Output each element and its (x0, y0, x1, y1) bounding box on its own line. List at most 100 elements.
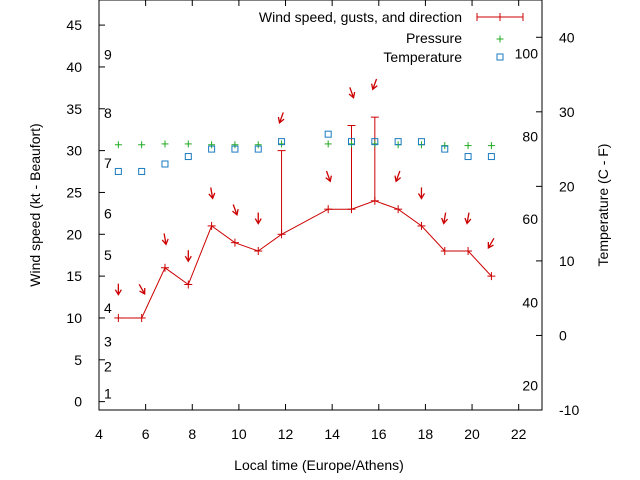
beaufort-label: 5 (104, 247, 112, 263)
fahrenheit-label: 60 (522, 211, 538, 227)
wind-direction-arrow (487, 237, 495, 249)
y-left-tick-label: 35 (66, 101, 82, 117)
temperature-point (184, 153, 192, 161)
fahrenheit-label: 20 (522, 377, 538, 393)
beaufort-label: 7 (104, 155, 112, 171)
wind-direction-arrow (161, 233, 169, 246)
y-right-tick-label: 10 (559, 253, 575, 269)
plot-frame (98, 0, 543, 411)
wind-direction-arrow-head (208, 192, 216, 200)
beaufort-label: 6 (104, 205, 112, 221)
x-tick-label: 12 (278, 426, 294, 442)
wind-direction-arrow-head (441, 217, 449, 225)
beaufort-label: 1 (104, 385, 112, 401)
x-tick-label: 18 (418, 426, 434, 442)
beaufort-label: 9 (104, 46, 112, 62)
wind-direction-arrow-shaft (279, 112, 284, 123)
x-tick-label: 22 (511, 426, 527, 442)
wind-direction-arrow-head (348, 91, 356, 99)
temperature-point (254, 145, 262, 153)
wind-direction-arrow-shaft (232, 204, 238, 215)
wind-direction-arrow-shaft (349, 87, 354, 97)
temperature-point (371, 138, 379, 146)
temperature-point (231, 145, 239, 153)
legend: Wind speed, gusts, and direction Pressur… (259, 9, 524, 65)
wind-direction-arrow (114, 283, 122, 296)
legend-pressure-label: Pressure (406, 30, 462, 46)
x-axis-label: Local time (Europe/Athens) (234, 457, 404, 473)
y-right-tick-label: 20 (559, 178, 575, 194)
y-left-tick-label: 5 (74, 352, 82, 368)
wind-direction-arrow (464, 212, 472, 225)
y-left-tick-label: 25 (66, 184, 82, 200)
wind-direction-arrow-shaft (138, 284, 145, 294)
fahrenheit-label: 80 (522, 128, 538, 144)
wind-direction-arrow-head (161, 238, 169, 246)
beaufort-label: 2 (104, 358, 112, 374)
y-left-tick-label: 40 (66, 59, 82, 75)
y-right-tick-label: 30 (559, 104, 575, 120)
wind-direction-arrow (348, 87, 356, 99)
temperature-point (417, 138, 425, 146)
wind-direction-arrow (394, 170, 402, 183)
temperature-point (464, 153, 472, 161)
wind-direction-arrow (232, 204, 239, 217)
y-right-tick-label: -10 (559, 402, 579, 418)
wind-direction-arrow (325, 170, 332, 183)
legend-temperature-swatch (496, 53, 504, 61)
wind-direction-arrow-head (371, 83, 378, 91)
wind-direction-arrow-head (464, 217, 472, 225)
wind-direction-arrow (208, 187, 216, 200)
wind-direction-arrow (277, 112, 285, 124)
beaufort-label: 4 (104, 300, 112, 316)
x-tick-label: 10 (231, 426, 247, 442)
wind-direction-arrow-head (254, 218, 262, 225)
temperature-point (394, 138, 402, 146)
wind-direction-arrow (138, 284, 146, 295)
temperature-point (208, 145, 216, 153)
wind-direction-arrow-head (139, 288, 146, 295)
y-left-tick-label: 45 (66, 17, 82, 33)
wind-direction-arrow (184, 250, 192, 263)
temperature-point (138, 167, 146, 175)
wind-direction-arrow-head (184, 255, 192, 263)
temperature-point (348, 138, 356, 146)
wind-direction-arrow (441, 212, 449, 225)
beaufort-label: 3 (104, 333, 112, 349)
wind-direction-arrow-head (114, 289, 122, 296)
wind-direction-arrow-head (487, 242, 494, 249)
wind-direction-arrow-shaft (210, 187, 214, 198)
wind-direction-arrow-head (417, 193, 426, 200)
wind-direction-arrow-shaft (395, 170, 401, 181)
wind-direction-arrow-shaft (325, 170, 331, 181)
fahrenheit-label: 100 (515, 46, 539, 62)
y-left-tick-label: 15 (66, 268, 82, 284)
plot-frame-layer (98, 0, 543, 411)
wind-direction-arrow-shaft (443, 212, 447, 223)
y-left-tick-label: 20 (66, 226, 82, 242)
wind-direction-arrow-head (232, 208, 239, 217)
x-tick-label: 6 (142, 426, 150, 442)
legend-temperature-label: Temperature (383, 49, 462, 65)
y-right-tick-label: 40 (559, 29, 575, 45)
temperature-point (324, 130, 332, 138)
wind-speed-line (118, 200, 492, 319)
x-tick-label: 20 (464, 426, 480, 442)
temperature-point (487, 153, 495, 161)
fahrenheit-label: 40 (522, 295, 538, 311)
legend-wind-label: Wind speed, gusts, and direction (259, 9, 462, 25)
x-tick-label: 16 (371, 426, 387, 442)
series-layer (114, 78, 496, 322)
wind-direction-arrow-head (394, 175, 402, 183)
x-tick-label: 8 (188, 426, 196, 442)
y-left-tick-label: 30 (66, 143, 82, 159)
beaufort-label: 8 (104, 105, 112, 121)
wind-direction-arrow-shaft (488, 237, 495, 248)
y-right-tick-label: 0 (559, 327, 567, 343)
tick-layer: 4 6 8 10 12 14 16 18 20 22051015202530354045-1001… (66, 0, 579, 442)
x-tick-label: 4 (95, 426, 103, 442)
temperature-point (441, 145, 449, 153)
temperature-point (278, 138, 286, 146)
wind-direction-arrow-shaft (466, 212, 470, 223)
